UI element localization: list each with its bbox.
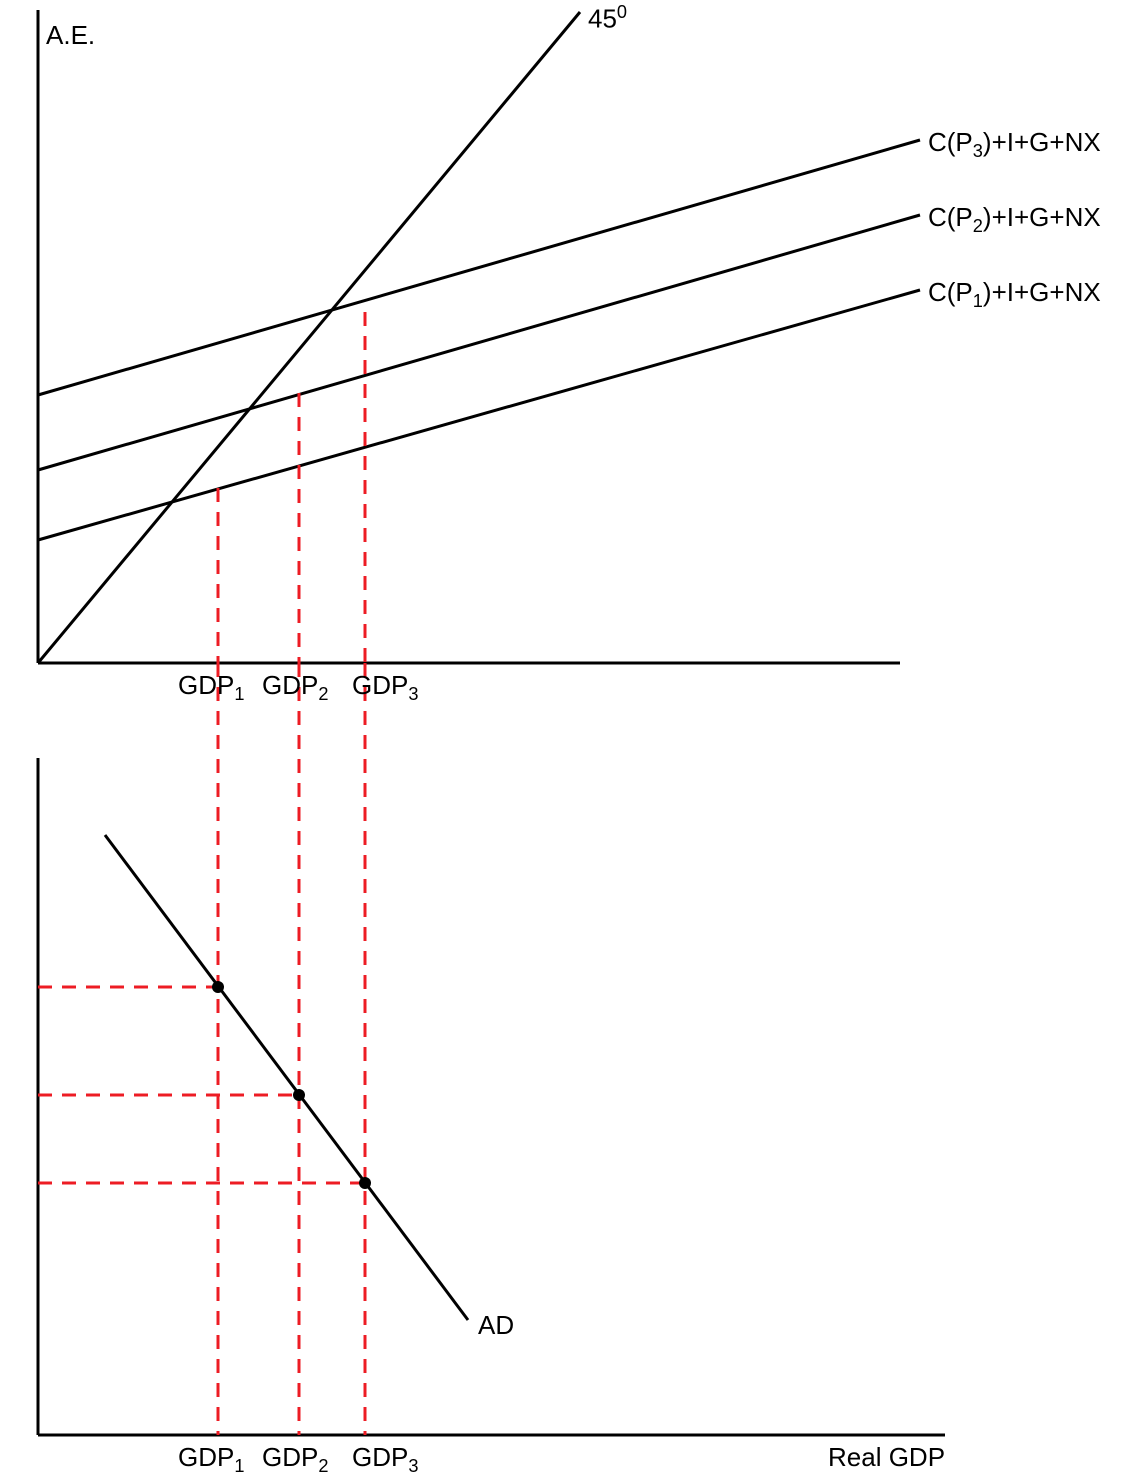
ae-line-label-p2: C(P2)+I+G+NX	[928, 202, 1101, 237]
ae-ylabel: A.E.	[46, 20, 95, 51]
ae-line-label-p3: C(P3)+I+G+NX	[928, 127, 1101, 162]
real-gdp-xlabel: Real GDP	[828, 1442, 945, 1473]
ae-line-label-p1: C(P1)+I+G+NX	[928, 277, 1101, 312]
bottom-xtick-gdp3: GDP3	[352, 1442, 418, 1477]
bottom-xtick-gdp1: GDP1	[178, 1442, 244, 1477]
top-xtick-gdp2: GDP2	[262, 670, 328, 705]
bottom-xtick-gdp2: GDP2	[262, 1442, 328, 1477]
top-xtick-gdp3: GDP3	[352, 670, 418, 705]
top-xtick-gdp1: GDP1	[178, 670, 244, 705]
line45-label: 450	[588, 2, 627, 35]
ad-label: AD	[478, 1310, 514, 1341]
